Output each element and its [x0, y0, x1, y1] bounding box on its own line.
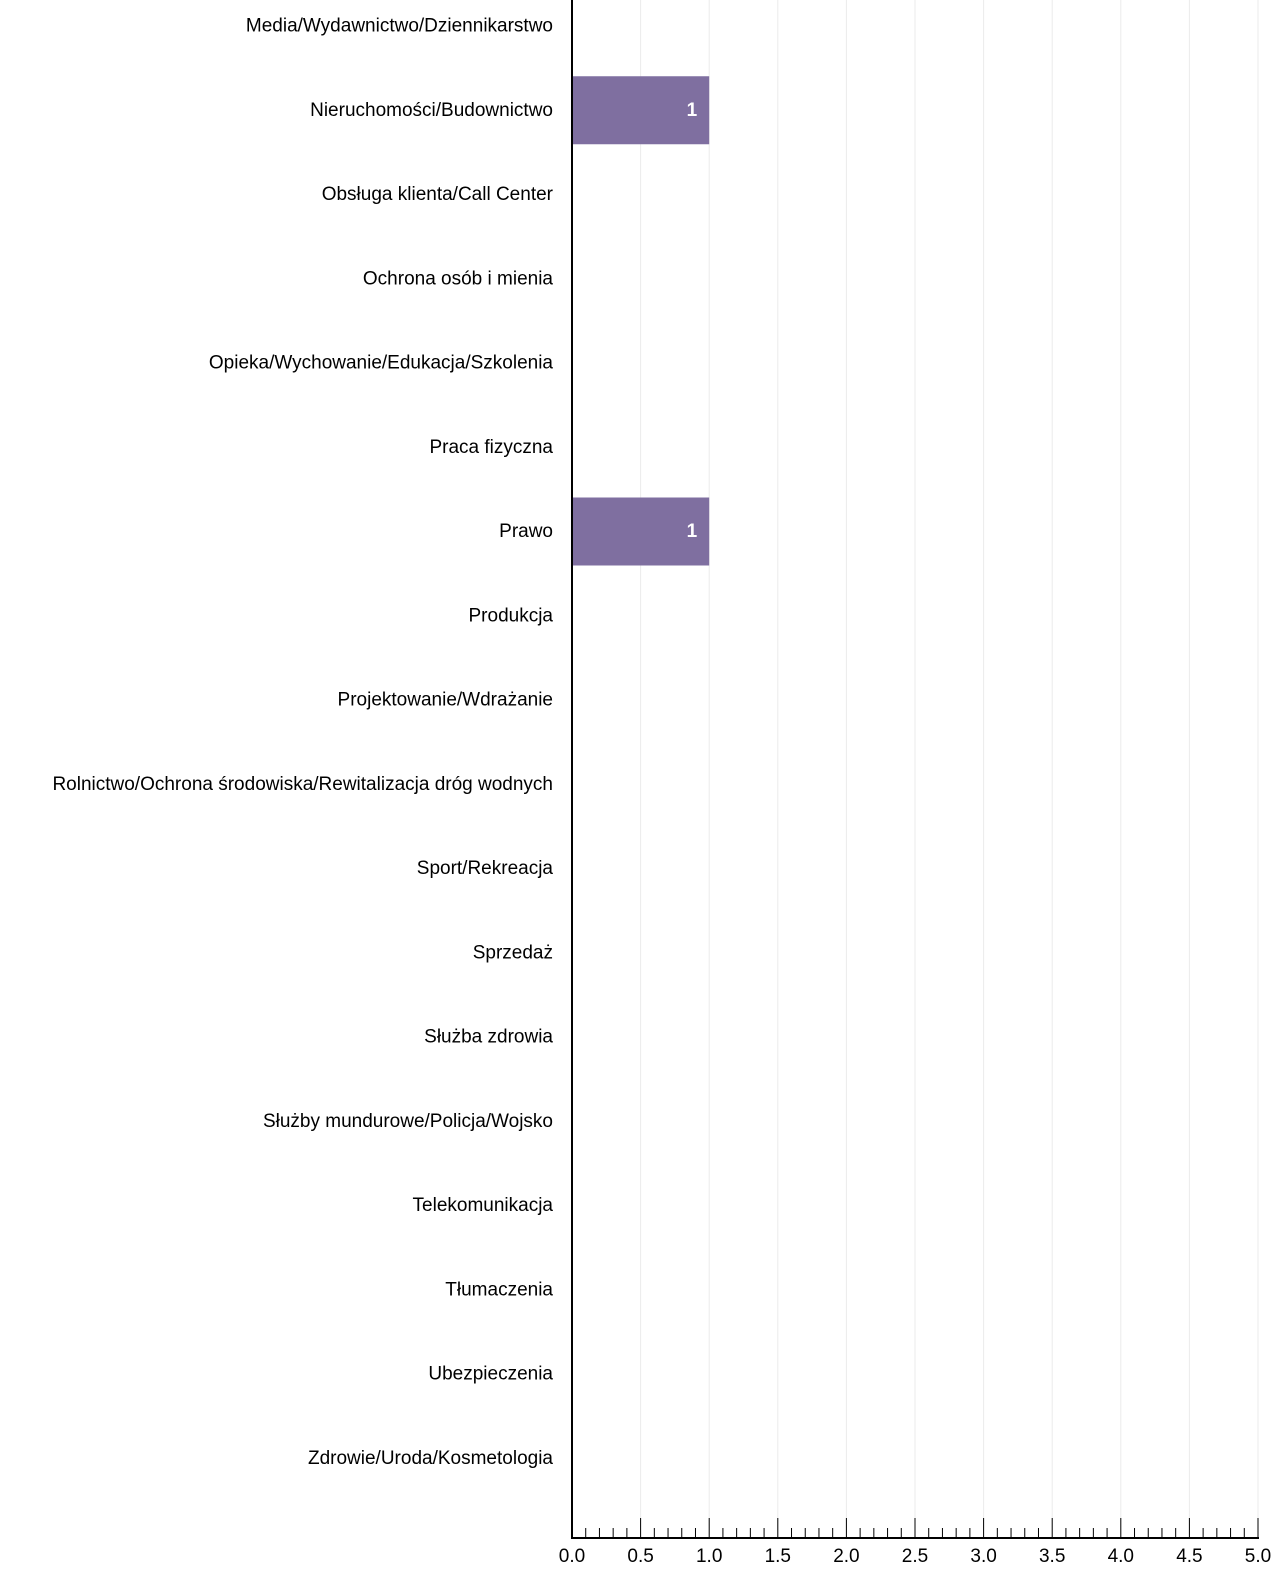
category-label: Rolnictwo/Ochrona środowiska/Rewitalizac…	[52, 774, 553, 795]
x-tick-label: 2.0	[833, 1546, 859, 1567]
category-label: Produkcja	[469, 605, 554, 626]
x-tick-label: 5.0	[1245, 1546, 1271, 1567]
bar-value-label: 1	[687, 521, 698, 542]
category-label: Ubezpieczenia	[428, 1364, 553, 1385]
x-tick-label: 2.5	[902, 1546, 928, 1567]
x-tick-label: 3.5	[1039, 1546, 1065, 1567]
x-tick-label: 0.5	[627, 1546, 653, 1567]
category-label: Opieka/Wychowanie/Edukacja/Szkolenia	[209, 353, 554, 374]
x-tick-label: 0.0	[559, 1546, 585, 1567]
bar	[572, 497, 710, 566]
x-tick-label: 1.5	[765, 1546, 791, 1567]
x-tick-label: 4.5	[1176, 1546, 1202, 1567]
x-tick-label: 4.0	[1108, 1546, 1134, 1567]
x-tick-label: 3.0	[970, 1546, 996, 1567]
bar-value-label: 1	[687, 100, 698, 121]
category-label: Sport/Rekreacja	[417, 858, 554, 879]
bars: 11	[572, 76, 710, 566]
category-label: Tłumaczenia	[445, 1279, 553, 1300]
bar	[572, 76, 710, 145]
category-label: Służba zdrowia	[424, 1027, 553, 1048]
category-label: Sprzedaż	[473, 942, 553, 963]
category-label: Obsługa klienta/Call Center	[322, 184, 554, 205]
category-label: Projektowanie/Wdrażanie	[338, 690, 553, 711]
category-label: Zdrowie/Uroda/Kosmetologia	[308, 1448, 553, 1469]
category-label: Telekomunikacja	[413, 1195, 554, 1216]
category-label: Media/Wydawnictwo/Dziennikarstwo	[246, 16, 553, 37]
grid-lines	[640, 0, 1259, 1538]
category-labels: Media/Wydawnictwo/Dziennikarstwo Nierucho…	[52, 16, 553, 1469]
category-label: Służby mundurowe/Policja/Wojsko	[263, 1111, 553, 1132]
category-label: Nieruchomości/Budownictwo	[310, 100, 553, 121]
category-label: Ochrona osób i mienia	[363, 268, 554, 289]
category-label: Prawo	[499, 521, 553, 542]
x-axis-ticks: 0.0 0.5 1.0 1.5 2.0 2.5 3.0 3.5 4.0 4.5 5.0	[559, 1518, 1271, 1567]
category-label: Praca fizyczna	[429, 437, 553, 458]
x-tick-label: 1.0	[696, 1546, 722, 1567]
